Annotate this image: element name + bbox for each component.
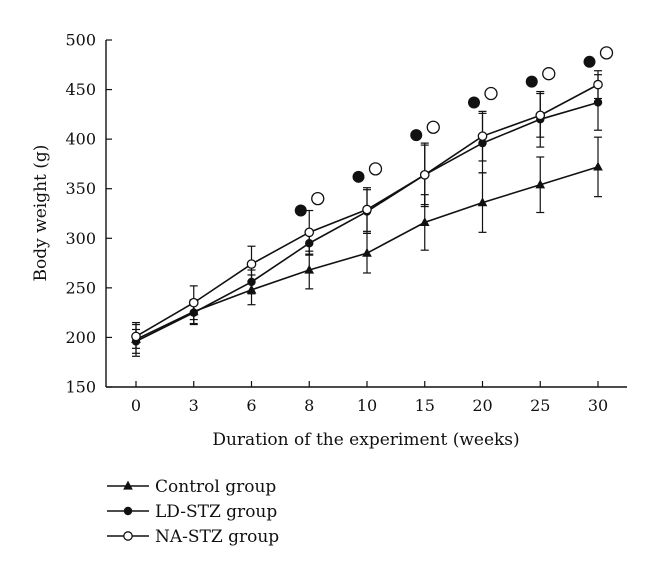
- legend-entry: LD-STZ group: [107, 502, 277, 522]
- significance-filled-circle: [468, 96, 480, 109]
- data-point: [362, 204, 372, 215]
- legend-label: LD-STZ group: [155, 502, 277, 522]
- significance-filled-circle: [525, 75, 538, 88]
- x-tick-label: 15: [415, 396, 435, 415]
- data-point: [593, 161, 603, 171]
- legend-label: NA-STZ group: [155, 527, 279, 547]
- x-tick-label: 30: [588, 396, 608, 415]
- y-tick-label: 450: [65, 80, 96, 99]
- significance-open-circle: [484, 86, 498, 101]
- significance-filled-circle: [410, 129, 423, 142]
- data-point: [535, 179, 546, 189]
- x-tick-label: 25: [530, 396, 550, 415]
- data-point: [477, 197, 488, 207]
- significance-marker: [410, 120, 440, 142]
- significance-marker: [294, 191, 325, 217]
- y-tick-label: 500: [65, 31, 96, 50]
- data-point: [419, 169, 430, 180]
- data-point: [535, 110, 546, 121]
- significance-open-circle: [426, 120, 440, 134]
- significance-marker: [525, 67, 556, 88]
- data-point: [188, 297, 199, 308]
- significance-marker: [352, 162, 383, 183]
- y-tick-label: 200: [65, 328, 96, 347]
- series-na-stz-group: [131, 70, 603, 349]
- y-tick-label: 300: [65, 229, 96, 248]
- significance-filled-circle: [352, 170, 365, 183]
- legend-entry: Control group: [107, 477, 276, 497]
- x-tick-label: 8: [304, 396, 314, 415]
- x-tick-label: 10: [357, 396, 377, 415]
- x-axis-label: Duration of the experiment (weeks): [212, 430, 519, 450]
- data-point: [593, 98, 603, 107]
- y-tick-label: 400: [65, 130, 96, 149]
- series-control-group: [131, 136, 603, 357]
- significance-open-circle: [542, 67, 556, 81]
- x-tick-label: 3: [189, 396, 199, 415]
- x-tick-label: 6: [246, 396, 256, 415]
- y-tick-label: 350: [65, 179, 96, 198]
- significance-open-circle: [368, 162, 383, 176]
- legend-swatch-marker: [123, 480, 133, 490]
- data-point: [593, 79, 603, 90]
- data-point: [419, 217, 430, 227]
- significance-filled-circle: [294, 204, 307, 217]
- ticks: 150 200 250 300 350 400 450 500 0 3 6 8 10 15 20 25 30: [65, 31, 608, 416]
- y-tick-label: 150: [65, 378, 96, 397]
- legend-swatch-marker: [123, 506, 133, 516]
- series-layer: [131, 70, 603, 357]
- significance-marker: [468, 86, 498, 109]
- y-tick-label: 250: [65, 278, 96, 297]
- data-point: [362, 247, 372, 257]
- x-tick-label: 20: [472, 396, 492, 415]
- significance-filled-circle: [583, 55, 596, 68]
- data-point: [477, 131, 488, 142]
- legend: Control group LD-STZ group NA-STZ group: [107, 477, 279, 547]
- data-point: [304, 227, 315, 238]
- significance-marker: [583, 46, 614, 68]
- y-axis-label: Body weight (g): [31, 145, 51, 282]
- x-tick-label: 0: [131, 396, 141, 415]
- annotation-layer: [294, 46, 614, 217]
- data-point: [131, 331, 141, 342]
- legend-label: Control group: [155, 477, 276, 497]
- significance-open-circle: [599, 46, 614, 60]
- legend-entry: NA-STZ group: [107, 527, 279, 547]
- significance-open-circle: [311, 191, 325, 206]
- data-point: [246, 259, 257, 269]
- data-point: [304, 264, 315, 274]
- legend-swatch-marker: [123, 531, 133, 541]
